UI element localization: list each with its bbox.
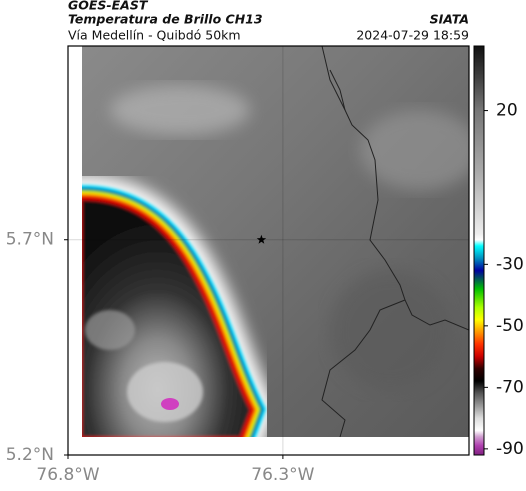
map-frame — [67, 45, 470, 456]
source: SIATA — [430, 12, 469, 27]
datetime: 2024-07-29 18:59 — [356, 28, 469, 43]
colorbar-tick-label: -30 — [496, 254, 524, 274]
satellite-image — [82, 46, 469, 437]
colorbar-tick-label: -50 — [496, 316, 524, 336]
product: Temperatura de Brillo CH13 — [68, 12, 263, 27]
y-tick-label: 5.2°N — [6, 445, 54, 465]
colorbar-tick-label: -90 — [496, 439, 524, 459]
region: Vía Medellín - Quibdó 50km — [68, 28, 241, 43]
satellite: GOES-EAST — [68, 0, 149, 13]
colorbar — [473, 45, 485, 456]
colorbar-tick-label: -70 — [496, 377, 524, 397]
y-tick-label: 5.7°N — [6, 230, 54, 250]
location-marker — [256, 234, 267, 244]
colorbar-tick-label: 20 — [496, 101, 518, 121]
x-tick-label: 76.8°W — [36, 465, 99, 485]
x-tick-label: 76.3°W — [251, 465, 314, 485]
